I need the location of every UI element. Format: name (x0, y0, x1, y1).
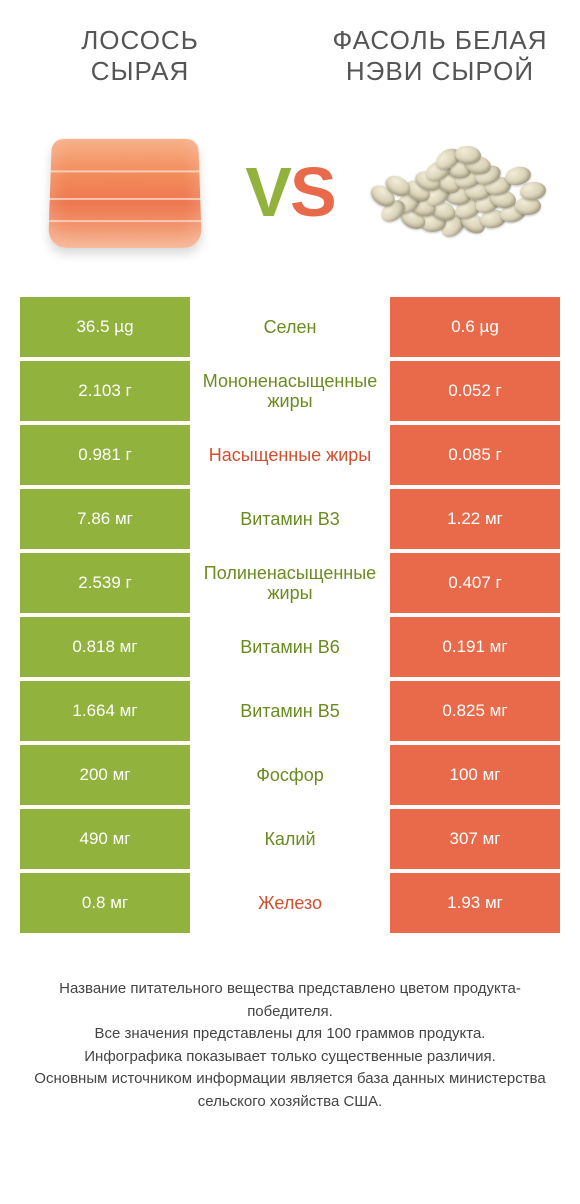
table-row: 0.981 гНасыщенные жиры0.085 г (20, 425, 560, 485)
footer-line: Инфографика показывает только существенн… (30, 1046, 550, 1069)
vs-label: VS (245, 152, 334, 232)
footer-notes: Название питательного вещества представл… (30, 978, 550, 1113)
salmon-illustration (48, 139, 202, 248)
nutrient-label: Фосфор (190, 745, 390, 805)
nutrient-label: Мононенасыщенные жиры (190, 361, 390, 421)
food-image-right (370, 117, 540, 267)
table-row: 490 мгКалий307 мг (20, 809, 560, 869)
titles-row: ЛОСОСЬ СЫРАЯ ФАСОЛЬ БЕЛАЯ НЭВИ СЫРОЙ (0, 0, 580, 97)
vs-v: V (245, 153, 290, 231)
table-row: 1.664 мгВитамин B50.825 мг (20, 681, 560, 741)
images-row: VS (0, 97, 580, 297)
value-right: 1.22 мг (390, 489, 560, 549)
value-left: 0.8 мг (20, 873, 190, 933)
value-right: 0.825 мг (390, 681, 560, 741)
table-row: 0.8 мгЖелезо1.93 мг (20, 873, 560, 933)
table-row: 36.5 µgСелен0.6 µg (20, 297, 560, 357)
nutrient-label: Насыщенные жиры (190, 425, 390, 485)
value-left: 1.664 мг (20, 681, 190, 741)
value-right: 0.052 г (390, 361, 560, 421)
value-right: 100 мг (390, 745, 560, 805)
nutrient-label: Калий (190, 809, 390, 869)
value-right: 0.6 µg (390, 297, 560, 357)
value-left: 7.86 мг (20, 489, 190, 549)
value-right: 0.407 г (390, 553, 560, 613)
beans-illustration (370, 132, 540, 252)
nutrient-label: Витамин B6 (190, 617, 390, 677)
food-image-left (40, 117, 210, 267)
value-left: 36.5 µg (20, 297, 190, 357)
value-left: 0.981 г (20, 425, 190, 485)
title-right: ФАСОЛЬ БЕЛАЯ НЭВИ СЫРОЙ (330, 25, 550, 87)
footer-line: Название питательного вещества представл… (30, 978, 550, 1023)
table-row: 2.103 гМононенасыщенные жиры0.052 г (20, 361, 560, 421)
title-left: ЛОСОСЬ СЫРАЯ (30, 25, 250, 87)
nutrient-label: Селен (190, 297, 390, 357)
footer-line: Основным источником информации является … (30, 1068, 550, 1113)
table-row: 7.86 мгВитамин B31.22 мг (20, 489, 560, 549)
value-left: 490 мг (20, 809, 190, 869)
value-right: 0.085 г (390, 425, 560, 485)
table-row: 2.539 гПолиненасыщенные жиры0.407 г (20, 553, 560, 613)
value-left: 200 мг (20, 745, 190, 805)
nutrient-label: Полиненасыщенные жиры (190, 553, 390, 613)
table-row: 0.818 мгВитамин B60.191 мг (20, 617, 560, 677)
value-right: 1.93 мг (390, 873, 560, 933)
nutrient-label: Железо (190, 873, 390, 933)
value-left: 0.818 мг (20, 617, 190, 677)
value-left: 2.539 г (20, 553, 190, 613)
table-row: 200 мгФосфор100 мг (20, 745, 560, 805)
value-right: 0.191 мг (390, 617, 560, 677)
vs-s: S (290, 153, 335, 231)
footer-line: Все значения представлены для 100 граммо… (30, 1023, 550, 1046)
comparison-table: 36.5 µgСелен0.6 µg2.103 гМононенасыщенны… (20, 297, 560, 933)
nutrient-label: Витамин B3 (190, 489, 390, 549)
nutrient-label: Витамин B5 (190, 681, 390, 741)
value-left: 2.103 г (20, 361, 190, 421)
value-right: 307 мг (390, 809, 560, 869)
